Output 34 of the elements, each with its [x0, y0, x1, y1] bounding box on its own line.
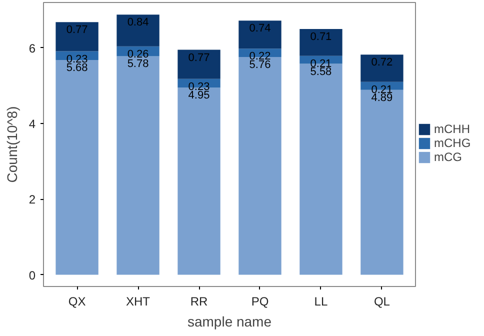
data-label: 5.78 — [127, 58, 149, 70]
x-tick-label: LL — [314, 294, 328, 308]
data-label: 0.72 — [371, 56, 393, 69]
bar — [56, 22, 98, 52]
y-axis-title: Count(10^8) — [4, 106, 20, 183]
data-label: 5.58 — [310, 66, 332, 78]
x-tick-label: QX — [68, 294, 86, 308]
x-tick-label: XHT — [126, 294, 151, 308]
y-tick-label: 2 — [28, 192, 36, 207]
data-label: 0.77 — [188, 52, 210, 64]
legend-label: mCG — [434, 150, 462, 164]
bar — [178, 50, 220, 79]
bar — [238, 20, 282, 49]
x-tick-label: PQ — [251, 294, 269, 308]
data-label: 0.74 — [249, 22, 271, 35]
data-label: 0.84 — [127, 16, 149, 29]
bar — [300, 28, 342, 56]
data-label: 4.95 — [188, 90, 210, 102]
y-tick-label: 0 — [28, 268, 36, 282]
bar — [116, 14, 160, 46]
legend-label: mCHG — [434, 136, 471, 150]
y-tick-label: 4 — [28, 117, 36, 132]
bar — [360, 54, 404, 82]
data-label: 5.68 — [66, 62, 88, 74]
data-label: 0.26 — [127, 48, 149, 60]
legend-label: mCHH — [434, 122, 470, 136]
data-label: 0.71 — [310, 30, 332, 43]
data-label: 0.77 — [66, 24, 88, 36]
x-axis-title: sample name — [187, 314, 272, 330]
x-tick-label: QL — [374, 294, 390, 308]
data-label: 4.89 — [371, 92, 393, 104]
bar — [116, 56, 160, 275]
x-tick-label: RR — [190, 294, 208, 308]
y-tick-label: 6 — [28, 41, 36, 56]
